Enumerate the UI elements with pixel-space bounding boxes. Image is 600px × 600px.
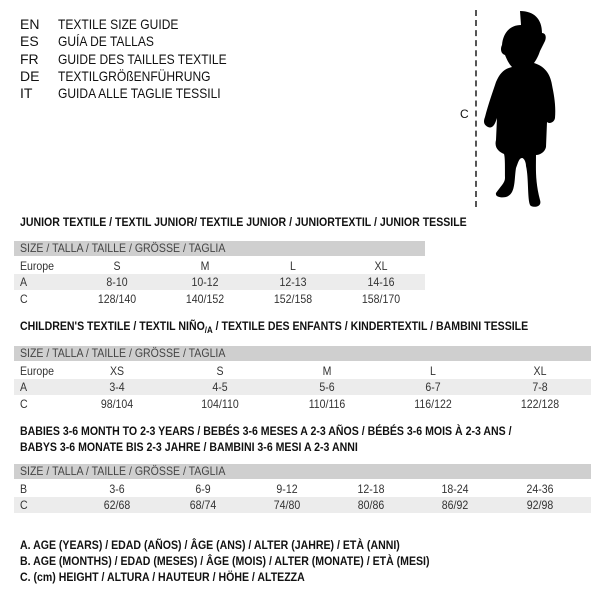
table-cell: 86/92 [441,498,469,513]
language-code: IT [20,85,33,102]
table-cell: 92/98 [526,498,554,513]
child-silhouette-icon [484,11,556,207]
size-header: SIZE / TALLA / TAILLE / GRÖSSE / TAGLIA [20,464,226,478]
row-label: C [20,498,28,513]
table-cell: 68/74 [189,498,217,513]
height-measure-line [475,10,477,207]
table-cell: 116/122 [414,396,452,411]
children-title: CHILDREN'S TEXTILE / TEXTIL NIÑO/A / TEX… [20,319,528,337]
children-title-rest: / TEXTILE DES ENFANTS / KINDERTEXTIL / B… [212,319,529,333]
table-cell: 80/86 [357,498,385,513]
table-cell: 9-12 [276,482,298,496]
row-label: A [20,275,28,290]
table-cell: S [216,364,224,378]
children-title-suffix: /A [204,325,213,335]
legend-c: C. (cm) HEIGHT / ALTURA / HAUTEUR / HÖHE… [20,570,305,584]
table-cell: XS [109,364,125,378]
table-cell: 122/128 [520,396,560,411]
row-band [14,379,591,396]
language-title: GUIDA ALLE TAGLIE TESSILI [58,85,221,102]
table-cell: 3-4 [109,380,125,395]
size-header-bar: SIZE / TALLA / TAILLE / GRÖSSE / TAGLIA [14,241,425,256]
table-cell: 12-13 [279,275,307,290]
row-label: Europe [20,259,55,273]
language-title: TEXTILGRÖßENFÜHRUNG [58,67,211,84]
babies-title-line2: BABYS 3-6 MONATE BIS 2-3 JAHRE / BAMBINI… [20,440,358,454]
table-cell: 6-7 [425,380,441,395]
language-title: GUIDE DES TAILLES TEXTILE [58,50,227,67]
table-cell: 158/170 [361,291,401,306]
table-cell: 104/110 [201,396,239,411]
table-cell: M [322,364,332,378]
table-cell: 24-36 [526,482,554,496]
language-code: DE [20,67,40,84]
table-cell: M [200,259,210,273]
size-header: SIZE / TALLA / TAILLE / GRÖSSE / TAGLIA [20,241,226,255]
table-cell: 152/158 [273,291,313,306]
table-cell: XL [374,259,388,273]
row-label: A [20,380,28,395]
row-band [14,497,591,514]
table-cell: 62/68 [103,498,131,513]
table-cell: 12-18 [357,482,385,496]
height-label: C [460,107,469,121]
table-cell: XL [533,364,547,378]
table-cell: 98/104 [100,396,134,411]
children-title-main: CHILDREN'S TEXTILE / TEXTIL NIÑO [20,319,205,333]
table-cell: 3-6 [109,482,125,496]
table-cell: 5-6 [319,380,335,395]
row-label: B [20,482,28,496]
table-cell: 10-12 [191,275,219,290]
table-cell: 128/140 [97,291,137,306]
table-cell: L [290,259,296,273]
table-cell: 140/152 [185,291,225,306]
legend-b: B. AGE (MONTHS) / EDAD (MESES) / ÂGE (MO… [20,554,430,568]
table-cell: 18-24 [441,482,469,496]
language-code: FR [20,50,39,67]
table-cell: 6-9 [195,482,211,496]
row-label: Europe [20,364,55,378]
table-cell: 74/80 [273,498,301,513]
size-header: SIZE / TALLA / TAILLE / GRÖSSE / TAGLIA [20,346,226,360]
table-cell: 8-10 [106,275,128,290]
table-cell: L [430,364,436,378]
table-cell: 7-8 [532,380,548,395]
size-header-bar: SIZE / TALLA / TAILLE / GRÖSSE / TAGLIA [14,346,591,361]
babies-title-line1: BABIES 3-6 MONTH TO 2-3 YEARS / BEBÉS 3-… [20,424,512,438]
language-code: EN [20,16,40,32]
table-cell: S [113,259,121,273]
language-title: TEXTILE SIZE GUIDE [58,16,179,32]
table-cell: 110/116 [308,396,346,411]
row-label: C [20,396,28,411]
language-title: GUÍA DE TALLAS [58,33,154,50]
legend-a: A. AGE (YEARS) / EDAD (AÑOS) / ÂGE (ANS)… [20,538,400,552]
table-cell: 4-5 [212,380,228,395]
row-label: C [20,291,28,306]
table-cell: 14-16 [367,275,395,290]
junior-title: JUNIOR TEXTILE / TEXTIL JUNIOR/ TEXTILE … [20,215,467,229]
language-code: ES [20,33,39,50]
row-band [14,274,425,291]
size-header-bar: SIZE / TALLA / TAILLE / GRÖSSE / TAGLIA [14,464,591,479]
